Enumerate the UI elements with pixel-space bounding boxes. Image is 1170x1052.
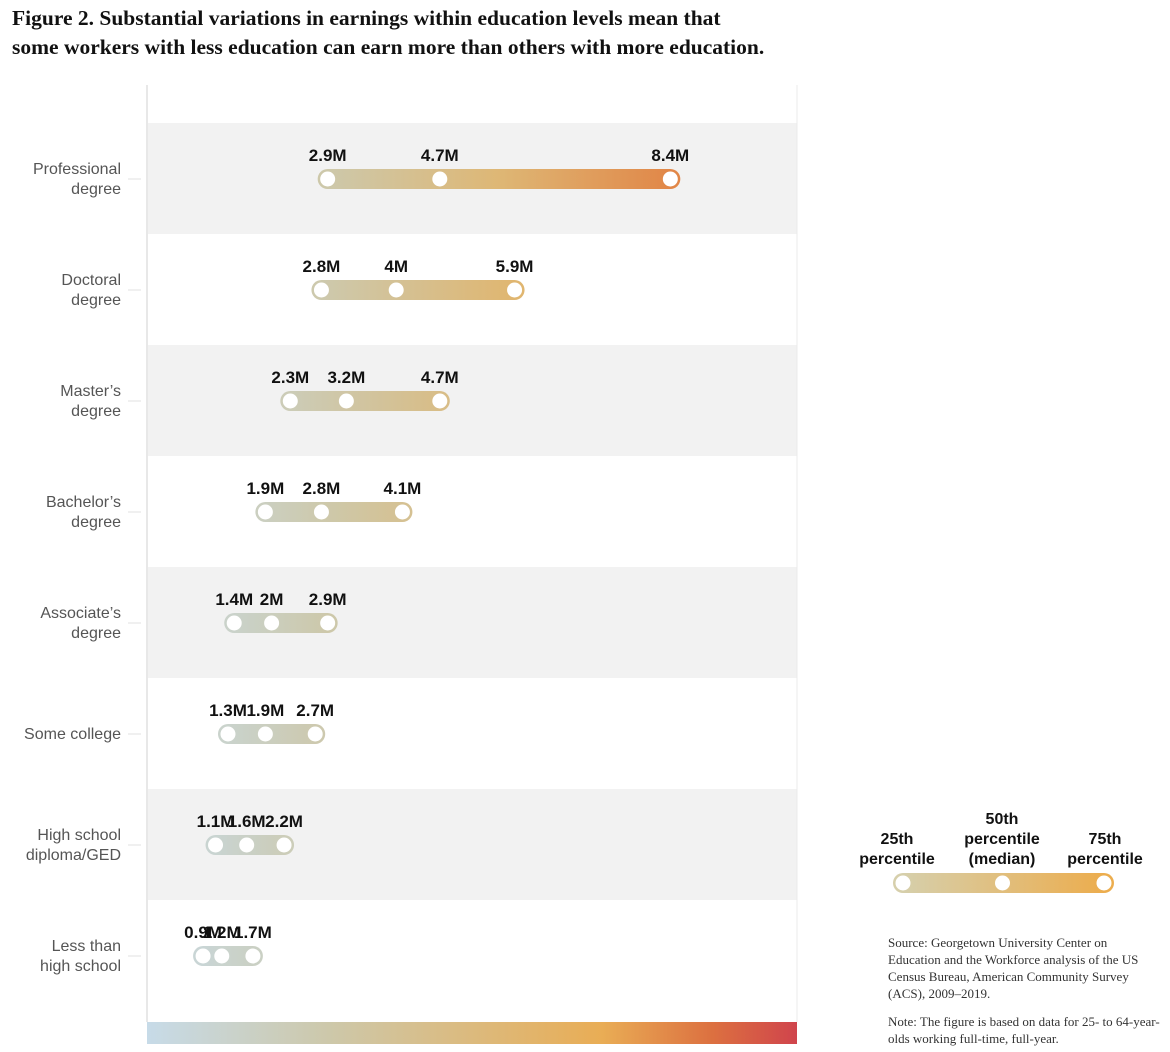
value-label-p50: 4M <box>384 257 408 276</box>
dot-p50 <box>214 948 230 964</box>
legend-dot <box>895 875 911 891</box>
legend-label: 50th <box>986 811 1019 828</box>
dot-p75 <box>507 282 523 298</box>
dot-p25 <box>208 837 224 853</box>
legend-label: (median) <box>969 851 1036 868</box>
dot-p75 <box>394 504 410 520</box>
category-label: degree <box>71 292 121 309</box>
category-label: Associate’s <box>40 605 121 622</box>
dot-p75 <box>276 837 292 853</box>
color-scale-bar <box>147 1022 797 1044</box>
category-label: Master’s <box>60 383 121 400</box>
legend-label: 75th <box>1089 831 1122 848</box>
dot-p50 <box>313 504 329 520</box>
value-label-p25: 1.3M <box>209 701 247 720</box>
value-label-p50: 1.6M <box>228 812 266 831</box>
dot-p25 <box>282 393 298 409</box>
legend-dot <box>1096 875 1112 891</box>
legend-label: percentile <box>964 831 1040 848</box>
category-label: Professional <box>33 161 121 178</box>
legend-label: 25th <box>881 831 914 848</box>
category-label: degree <box>71 514 121 531</box>
dot-p75 <box>245 948 261 964</box>
category-label: degree <box>71 181 121 198</box>
value-label-p25: 2.9M <box>309 146 347 165</box>
dot-p75 <box>320 615 336 631</box>
dot-p25 <box>226 615 242 631</box>
dot-p50 <box>388 282 404 298</box>
dot-p25 <box>220 726 236 742</box>
value-label-p75: 8.4M <box>651 146 689 165</box>
category-label: Doctoral <box>61 272 121 289</box>
value-label-p75: 4.1M <box>384 479 422 498</box>
value-label-p25: 1.4M <box>215 590 253 609</box>
dot-p25 <box>257 504 273 520</box>
dot-p25 <box>320 171 336 187</box>
category-label: High school <box>37 827 121 844</box>
value-label-p75: 5.9M <box>496 257 534 276</box>
value-label-p50: 1.9M <box>246 701 284 720</box>
source-note: Source: Georgetown University Center on … <box>888 935 1139 1001</box>
dot-p75 <box>432 393 448 409</box>
category-label: degree <box>71 625 121 642</box>
category-label: Bachelor’s <box>46 494 121 511</box>
value-label-p25: 1.1M <box>197 812 235 831</box>
value-label-p50: 1.2M <box>203 923 241 942</box>
dot-p75 <box>307 726 323 742</box>
value-label-p25: 1.9M <box>246 479 284 498</box>
value-label-p75: 4.7M <box>421 368 459 387</box>
category-label: high school <box>40 958 121 975</box>
chart-title-line-1: Figure 2. Substantial variations in earn… <box>12 6 721 30</box>
row-band <box>148 345 797 456</box>
value-label-p25: 2.8M <box>303 257 341 276</box>
value-label-p50: 2.8M <box>303 479 341 498</box>
value-label-p75: 2.2M <box>265 812 303 831</box>
dot-p75 <box>662 171 678 187</box>
category-label: Some college <box>24 726 121 743</box>
legend-label: percentile <box>1067 851 1143 868</box>
legend-dot <box>995 875 1010 891</box>
value-label-p50: 2M <box>260 590 284 609</box>
value-label-p50: 3.2M <box>327 368 365 387</box>
category-label: degree <box>71 403 121 420</box>
value-label-p75: 1.7M <box>234 923 272 942</box>
dot-p50 <box>264 615 280 631</box>
value-label-p75: 2.9M <box>309 590 347 609</box>
dot-p25 <box>195 948 211 964</box>
chart-title-line-2: some workers with less education can ear… <box>12 35 765 59</box>
chart-title: Figure 2. Substantial variations in earn… <box>12 4 912 62</box>
value-label-p25: 2.3M <box>271 368 309 387</box>
category-label: Less than <box>52 938 121 955</box>
dot-p50 <box>257 726 273 742</box>
footnote: Note: The figure is based on data for 25… <box>888 1014 1160 1046</box>
value-label-p25: 0.9M <box>184 923 222 942</box>
legend-label: percentile <box>859 851 935 868</box>
category-label: diploma/GED <box>26 847 121 864</box>
dot-p25 <box>313 282 329 298</box>
value-label-p50: 4.7M <box>421 146 459 165</box>
value-label-p75: 2.7M <box>296 701 334 720</box>
dot-p50 <box>432 171 448 187</box>
dot-p50 <box>338 393 354 409</box>
dot-p50 <box>239 837 255 853</box>
